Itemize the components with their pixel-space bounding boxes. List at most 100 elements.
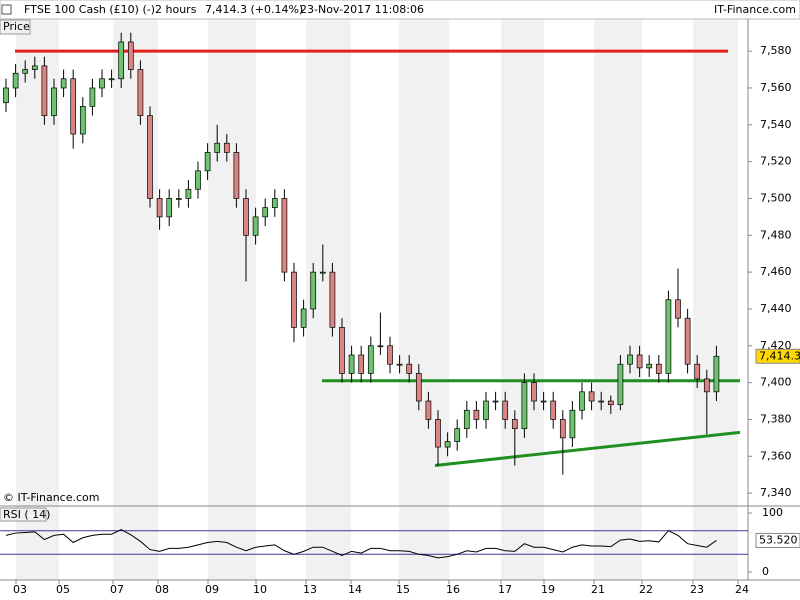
candle-body [550, 400, 557, 420]
x-tick-label: 23 [690, 583, 704, 596]
day-band [501, 18, 544, 580]
candle-body [598, 400, 605, 403]
x-tick-label: 15 [396, 583, 410, 596]
candle-body [358, 354, 365, 374]
rsi-y-tick-label: 0 [762, 565, 769, 578]
candle-body [70, 78, 77, 135]
candle-body [310, 271, 317, 310]
candle-body [492, 400, 499, 403]
panel-label-box [0, 19, 31, 35]
candle-body [22, 69, 29, 74]
y-tick-label: 7,480 [760, 228, 792, 241]
day-band [113, 18, 158, 580]
interval: 2 hours [155, 3, 197, 16]
y-tick-label: 7,440 [760, 302, 792, 315]
candle-body [694, 363, 701, 380]
candle-body [12, 72, 19, 89]
y-tick-label: 7,400 [760, 376, 792, 389]
candle-body [588, 391, 595, 402]
candle-body [406, 363, 413, 374]
y-tick-label: 7,560 [760, 81, 792, 94]
candle-body [646, 363, 653, 369]
x-tick-label: 05 [56, 583, 70, 596]
last-price-label: 7,414.3 [759, 349, 800, 362]
x-tick-label: 03 [13, 583, 27, 596]
candle-body [636, 354, 643, 369]
last-price-box [755, 348, 800, 364]
candle-body [444, 441, 451, 448]
candle-body [156, 198, 163, 218]
candle-body [329, 271, 336, 328]
candle-body [511, 419, 518, 430]
candle-body [483, 400, 489, 420]
candle-body [559, 419, 566, 439]
copyright: © IT-Finance.com [3, 491, 100, 504]
candle-body [108, 78, 115, 81]
candle-body [127, 41, 134, 70]
candle-body [627, 354, 633, 365]
candle-body [367, 345, 374, 374]
header-icon [1, 4, 12, 15]
y-tick-label: 7,460 [760, 265, 792, 278]
candle-body [89, 87, 96, 107]
x-tick-label: 21 [591, 583, 605, 596]
candle-body [463, 409, 470, 430]
candle-body [137, 69, 144, 116]
rsi-line [5, 528, 717, 559]
rsi-label-box [0, 507, 47, 522]
panel-label: Price [3, 20, 30, 33]
candle-body [435, 419, 441, 448]
candle-body [175, 198, 182, 200]
candle-body [233, 152, 240, 199]
candle-body [339, 327, 345, 374]
candle-body [291, 271, 297, 328]
candle-body [271, 198, 278, 209]
candle-body [502, 400, 509, 420]
rsi-last-label: 53.520 [759, 533, 798, 546]
day-band [693, 18, 738, 580]
x-tick-label: 08 [155, 583, 169, 596]
rsi-last-box [755, 532, 800, 548]
candle-body [569, 409, 576, 439]
candle-body [319, 271, 326, 274]
candle-body [684, 317, 691, 365]
quote: 7,414.3 (+0.14%) [205, 3, 303, 16]
candle-body [243, 198, 249, 236]
header-bar [0, 0, 800, 20]
y-tick-label: 7,360 [760, 449, 792, 462]
candle-body [387, 345, 393, 365]
candle-body [473, 409, 480, 420]
candle-body [665, 299, 672, 374]
x-tick-label: 24 [735, 583, 749, 596]
day-band [594, 18, 642, 580]
y-tick-label: 7,380 [760, 412, 792, 425]
candle-body [454, 428, 461, 442]
candle-body [79, 106, 86, 135]
candle-body [185, 188, 192, 199]
day-band [208, 18, 256, 580]
y-tick-label: 7,580 [760, 44, 792, 57]
candle-body [252, 216, 259, 236]
y-tick-label: 7,540 [760, 118, 792, 131]
candle-body [617, 363, 624, 406]
candle-body [655, 363, 662, 374]
title: FTSE 100 Cash (£10) (-) [24, 3, 155, 16]
candle-body [675, 299, 681, 319]
candle-body [281, 198, 288, 273]
x-tick-label: 17 [498, 583, 512, 596]
candle-body [166, 198, 173, 218]
y-tick-label: 7,520 [760, 155, 792, 168]
candle-body [540, 400, 547, 403]
y-tick-label: 7,420 [760, 339, 792, 352]
x-tick-label: 19 [541, 583, 555, 596]
y-tick-label: 7,340 [760, 486, 792, 499]
candle-body [223, 142, 230, 153]
rsi-label: RSI ( 14) [3, 508, 50, 521]
candle-body [60, 78, 67, 89]
candle-body [99, 78, 105, 89]
candle-body [579, 391, 585, 411]
candle-body [41, 65, 48, 116]
x-tick-label: 09 [205, 583, 219, 596]
candle-body [147, 115, 153, 199]
